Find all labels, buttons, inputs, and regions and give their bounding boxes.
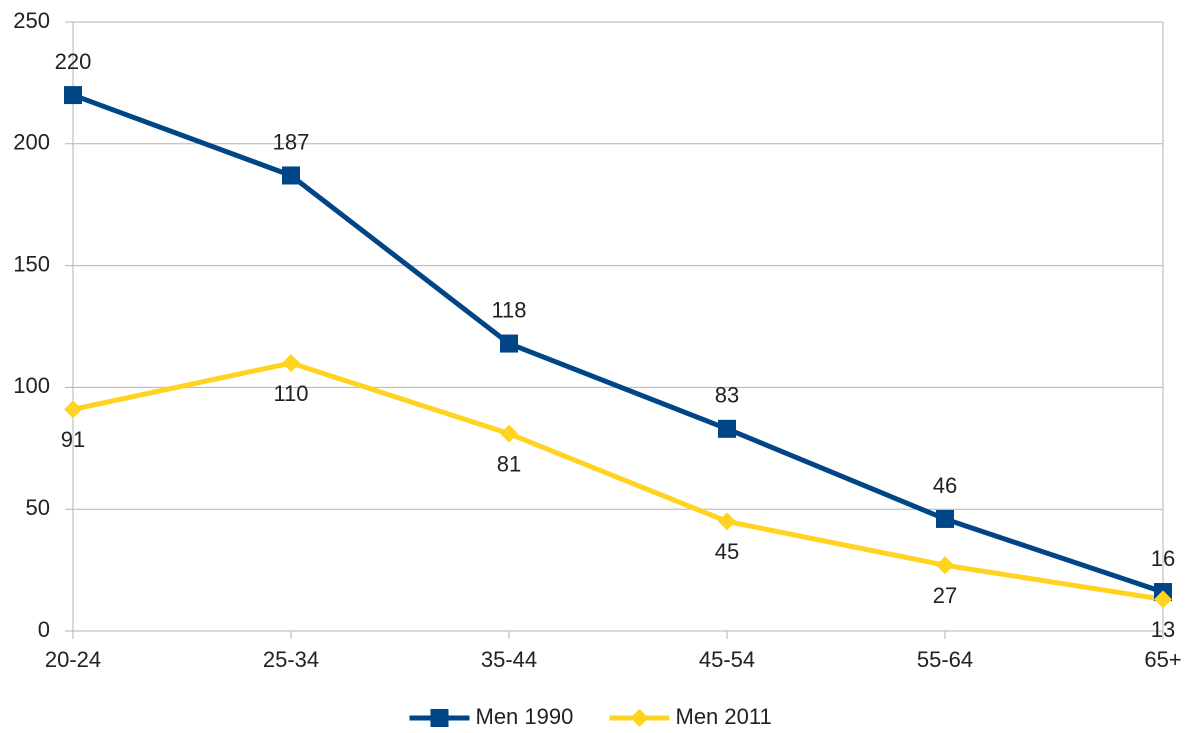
data-label: 46 xyxy=(933,473,957,498)
legend-label: Men 1990 xyxy=(476,704,574,729)
x-tick-label: 35-44 xyxy=(481,647,537,672)
data-label: 83 xyxy=(715,383,739,408)
data-label: 91 xyxy=(61,427,85,452)
data-point xyxy=(500,424,518,443)
y-tick-label: 50 xyxy=(26,495,50,520)
data-point xyxy=(718,512,736,531)
data-point xyxy=(936,556,954,575)
x-tick-label: 55-64 xyxy=(917,647,973,672)
data-point xyxy=(718,419,736,438)
y-tick-label: 250 xyxy=(13,8,50,33)
legend-marker xyxy=(430,709,449,727)
data-label: 13 xyxy=(1151,617,1175,642)
data-point xyxy=(1154,590,1172,609)
data-label: 220 xyxy=(55,49,92,74)
x-tick-label: 45-54 xyxy=(699,647,755,672)
data-label: 16 xyxy=(1151,546,1175,571)
y-tick-label: 150 xyxy=(13,251,50,276)
data-label: 110 xyxy=(273,381,308,406)
data-point xyxy=(282,354,300,373)
data-point xyxy=(64,400,82,419)
legend-marker xyxy=(630,709,649,727)
data-point xyxy=(936,509,954,528)
data-point xyxy=(64,86,82,105)
series-line xyxy=(72,360,1164,602)
x-tick-label: 25-34 xyxy=(263,647,319,672)
y-tick-label: 0 xyxy=(38,617,50,642)
x-tick-label: 20-24 xyxy=(45,647,101,672)
y-tick-label: 100 xyxy=(13,373,50,398)
data-label: 45 xyxy=(715,539,739,564)
data-label: 81 xyxy=(497,451,521,476)
data-point xyxy=(500,334,518,353)
series-line xyxy=(72,92,1164,595)
data-point xyxy=(282,166,300,185)
data-label: 118 xyxy=(491,297,526,322)
data-label: 187 xyxy=(273,129,310,154)
x-tick-label: 65+ xyxy=(1144,647,1181,672)
legend-label: Men 2011 xyxy=(676,704,772,729)
data-label: 27 xyxy=(933,583,957,608)
y-tick-label: 200 xyxy=(13,130,50,155)
